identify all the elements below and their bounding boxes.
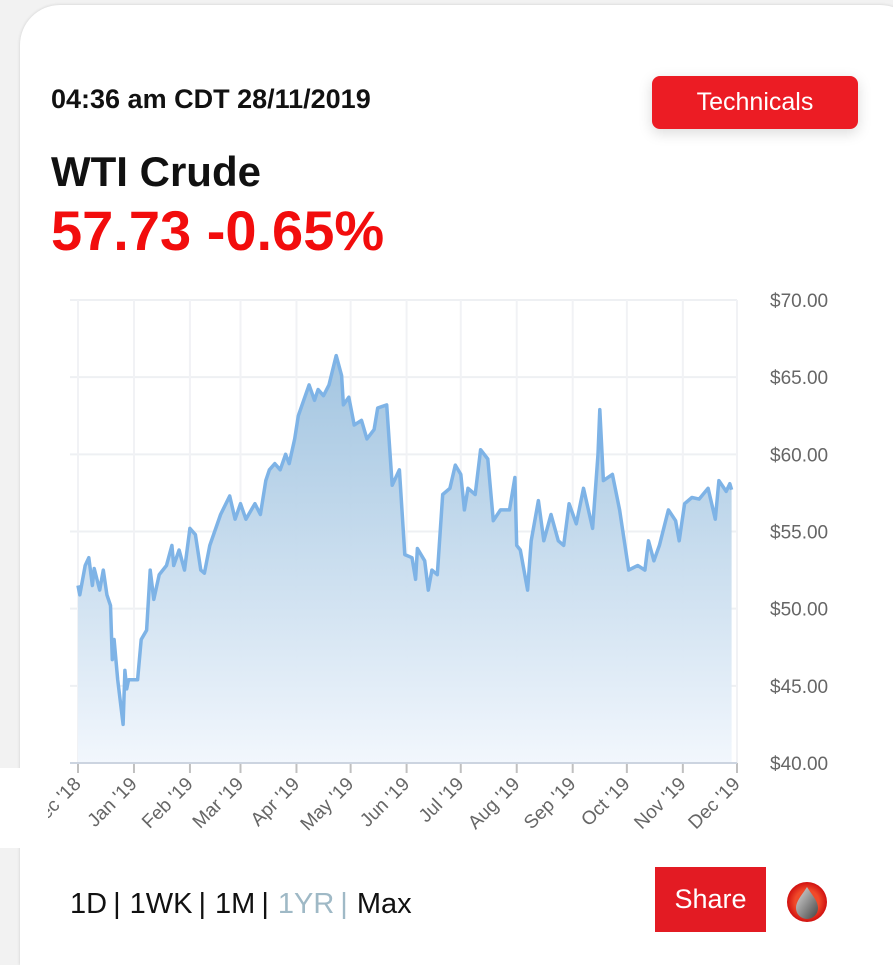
x-tick-label: May '19 xyxy=(297,774,358,835)
y-tick-label: $70.00 xyxy=(770,291,828,312)
range-1m[interactable]: 1M xyxy=(215,888,256,920)
price-chart: $70.00 $65.00 $60.00 $55.00 $50.00 $45.00 $40.… xyxy=(0,291,828,848)
x-tick-label: Jul '19 xyxy=(415,774,468,827)
y-tick-label: $50.00 xyxy=(770,600,828,621)
range-1d[interactable]: 1D xyxy=(70,888,108,920)
x-tick-label: Jun '19 xyxy=(356,774,414,832)
axis-mask xyxy=(0,768,48,848)
oil-drop-logo-icon[interactable] xyxy=(786,881,828,923)
x-tick-label: Apr '19 xyxy=(247,774,304,831)
range-1wk[interactable]: 1WK xyxy=(129,888,193,920)
x-tick-label: Nov '19 xyxy=(630,774,690,834)
x-tick-label: Sep '19 xyxy=(520,774,580,834)
y-tick-label: $45.00 xyxy=(770,677,828,698)
price-line xyxy=(76,353,734,727)
x-tick-label: Mar '19 xyxy=(189,774,248,833)
x-tick-label: Aug '19 xyxy=(464,774,524,834)
range-selector: 1D | 1WK | 1M | 1YR | Max xyxy=(70,888,412,921)
x-tick-label: Jan '19 xyxy=(84,774,142,832)
technicals-button[interactable]: Technicals xyxy=(652,76,858,129)
instrument-name: WTI Crude xyxy=(51,148,261,195)
timestamp: 04:36 am CDT 28/11/2019 xyxy=(51,84,371,114)
x-tick-label: Oct '19 xyxy=(577,774,634,831)
x-tick-label: Feb '19 xyxy=(138,774,197,833)
y-tick-label: $65.00 xyxy=(770,368,828,389)
y-tick-label: $55.00 xyxy=(770,523,828,544)
range-max[interactable]: Max xyxy=(356,888,412,920)
separator: | xyxy=(113,888,121,920)
y-tick-label: $60.00 xyxy=(770,445,828,466)
separator: | xyxy=(198,888,207,920)
range-1yr[interactable]: 1YR xyxy=(277,888,335,920)
share-button[interactable]: Share xyxy=(655,867,766,932)
separator: | xyxy=(340,888,348,920)
price-change: 57.73 -0.65% xyxy=(51,199,385,262)
y-tick-label: $40.00 xyxy=(770,754,828,775)
separator: | xyxy=(261,888,269,920)
price-area xyxy=(78,355,732,763)
x-tick-label: Dec '19 xyxy=(685,774,745,834)
